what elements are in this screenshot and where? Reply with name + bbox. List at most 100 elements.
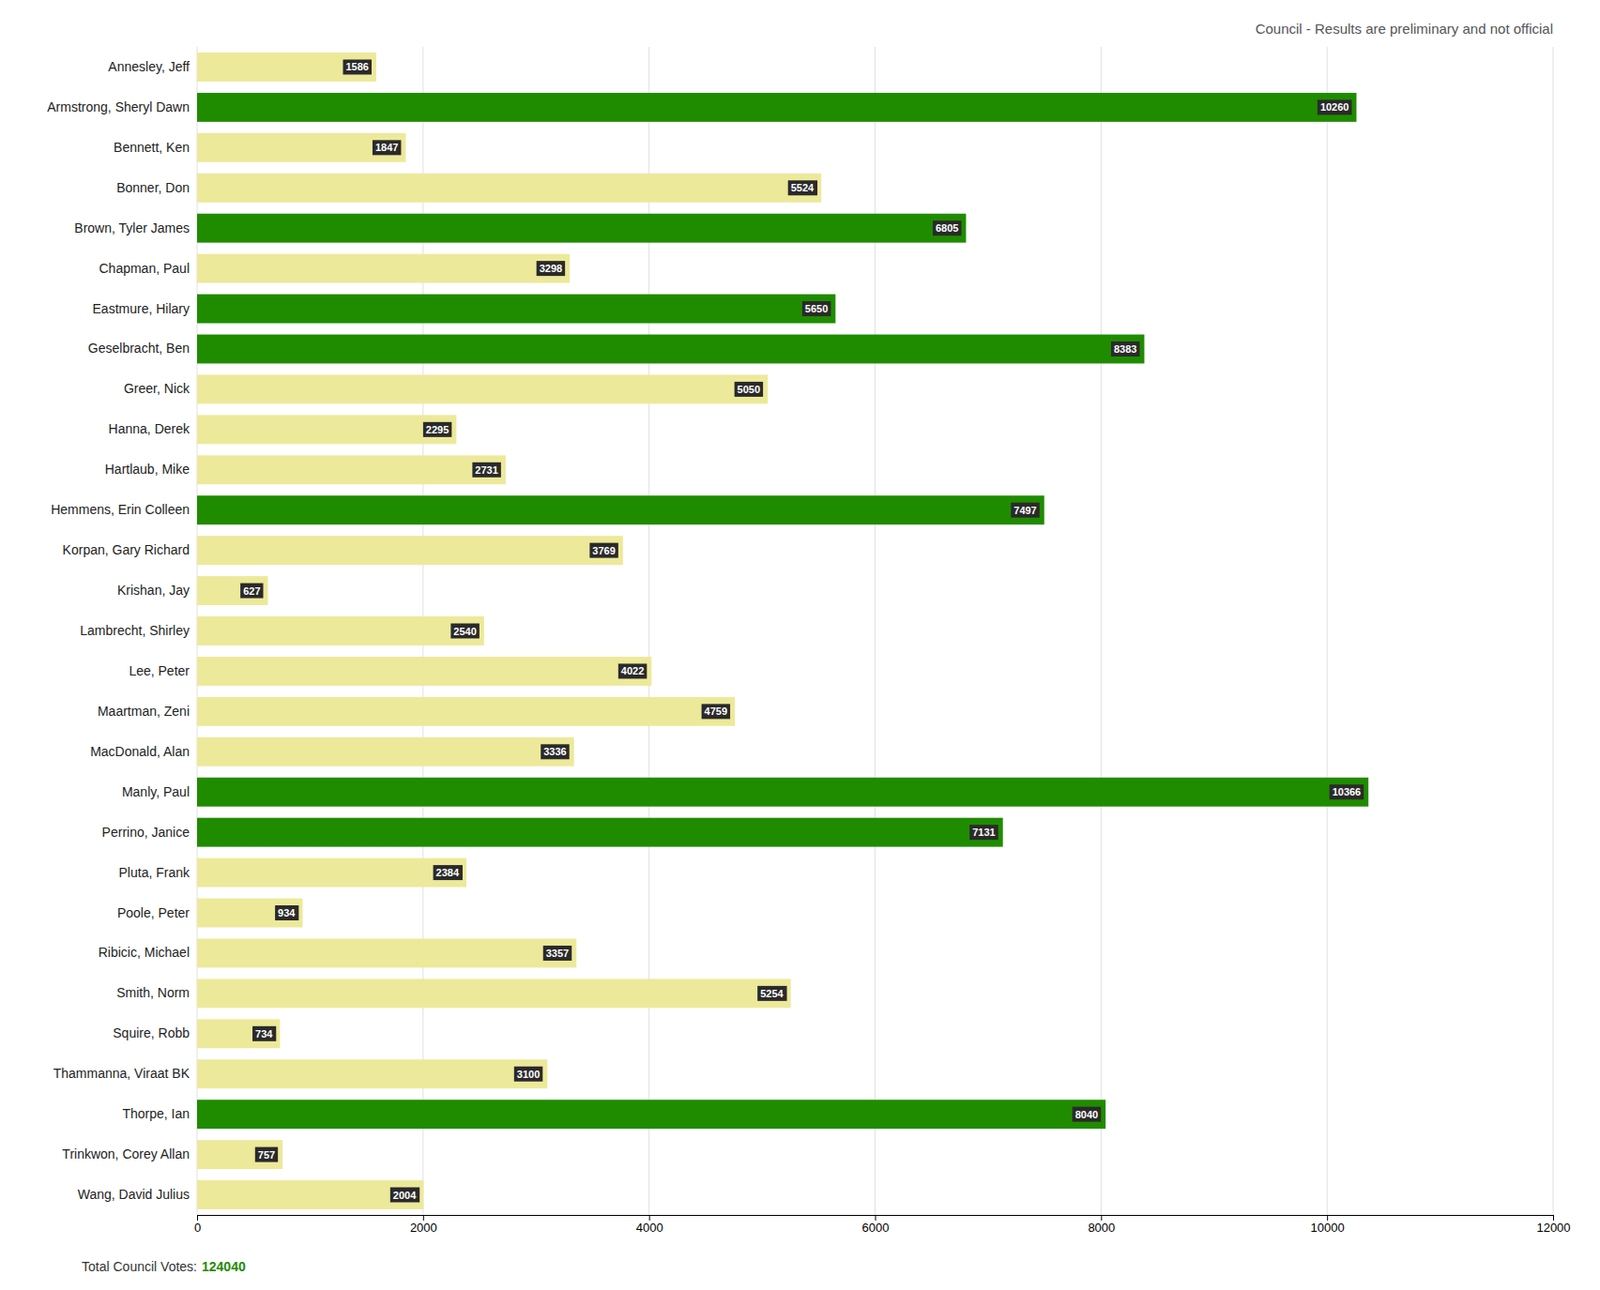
data-label-group: 4022 bbox=[618, 663, 647, 679]
grid-line bbox=[1100, 46, 1102, 1216]
x-tick-label: 10000 bbox=[1310, 1220, 1345, 1235]
data-label-box bbox=[1329, 784, 1365, 800]
y-tick: Perrino, Janice bbox=[102, 824, 198, 840]
x-tick-mark bbox=[423, 1215, 425, 1221]
data-label-box bbox=[932, 220, 961, 236]
data-label-group: 10260 bbox=[1317, 99, 1353, 115]
x-tick-mark bbox=[1100, 1215, 1102, 1221]
data-label-group: 7497 bbox=[1010, 502, 1039, 519]
bar bbox=[197, 133, 406, 163]
y-tick: Eastmure, Hilary bbox=[92, 301, 198, 317]
data-label-box bbox=[543, 945, 572, 961]
bar bbox=[197, 978, 792, 1008]
data-label: 2004 bbox=[393, 1189, 417, 1202]
y-tick: Lee, Peter bbox=[128, 663, 198, 679]
bar bbox=[197, 374, 768, 404]
y-tick-label: Pluta, Frank bbox=[119, 865, 191, 881]
data-label-box bbox=[240, 583, 263, 599]
data-label: 8383 bbox=[1113, 343, 1137, 355]
y-axis: Annesley, JeffArmstrong, Sheryl DawnBenn… bbox=[46, 59, 198, 1203]
data-label: 1847 bbox=[375, 141, 398, 153]
y-tick-label: Maartman, Zeni bbox=[97, 703, 190, 719]
bar bbox=[197, 1019, 280, 1049]
data-label-box bbox=[969, 824, 998, 840]
data-label-group: 734 bbox=[252, 1026, 276, 1042]
data-label: 10260 bbox=[1320, 101, 1350, 113]
data-label-group: 2384 bbox=[433, 865, 463, 881]
data-label-box bbox=[802, 301, 831, 317]
plot: 020004000600080001000012000Annesley, Jef… bbox=[46, 46, 1570, 1235]
x-tick-mark bbox=[1553, 1215, 1555, 1221]
y-tick: Greer, Nick bbox=[123, 380, 198, 397]
data-label-box bbox=[788, 180, 818, 196]
y-tick-label: Smith, Norm bbox=[116, 985, 190, 1001]
y-tick: Smith, Norm bbox=[116, 985, 198, 1001]
data-label: 627 bbox=[243, 585, 260, 597]
bar bbox=[197, 335, 1144, 365]
y-tick-label: Chapman, Paul bbox=[98, 260, 190, 276]
data-label: 2731 bbox=[474, 464, 498, 476]
x-axis-line bbox=[198, 1216, 1555, 1222]
y-tick-label: Hanna, Derek bbox=[108, 421, 191, 437]
bar bbox=[197, 697, 735, 727]
data-label-group: 5650 bbox=[802, 301, 831, 317]
bar bbox=[197, 92, 1357, 122]
y-tick-label: Korpan, Gary Richard bbox=[62, 542, 190, 558]
bar bbox=[197, 52, 377, 82]
x-tick: 10000 bbox=[1310, 1215, 1345, 1235]
data-label: 4022 bbox=[621, 665, 644, 677]
x-tick-label: 8000 bbox=[1087, 1220, 1115, 1235]
data-label: 2540 bbox=[453, 625, 476, 638]
data-label: 1586 bbox=[345, 60, 368, 73]
data-label-group: 1847 bbox=[372, 139, 401, 155]
y-tick: Hemmens, Erin Colleen bbox=[50, 502, 198, 518]
y-tick: Lambrecht, Shirley bbox=[79, 623, 198, 639]
data-label: 934 bbox=[277, 907, 296, 919]
data-label-group: 10366 bbox=[1329, 784, 1365, 800]
y-tick: Squire, Robb bbox=[112, 1025, 198, 1041]
y-tick-label: Lambrecht, Shirley bbox=[79, 623, 190, 639]
x-tick: 0 bbox=[194, 1215, 201, 1235]
data-label-box bbox=[1317, 99, 1353, 115]
y-tick: Trinkwon, Corey Allan bbox=[61, 1146, 198, 1162]
y-tick-label: Geselbracht, Ben bbox=[88, 340, 190, 356]
y-tick-label: Thorpe, Ian bbox=[121, 1106, 190, 1122]
data-label: 7131 bbox=[972, 826, 995, 839]
y-tick-label: Lee, Peter bbox=[128, 663, 190, 679]
data-labels: 1586102601847552468053298565083835050229… bbox=[240, 59, 1364, 1203]
data-label: 6805 bbox=[935, 222, 959, 234]
y-tick: Maartman, Zeni bbox=[97, 703, 198, 719]
data-label-group: 8040 bbox=[1072, 1107, 1101, 1123]
data-label-box bbox=[701, 703, 731, 719]
y-tick-label: Manly, Paul bbox=[121, 784, 190, 800]
bar bbox=[197, 616, 485, 646]
bar bbox=[197, 656, 652, 686]
y-tick-label: Squire, Robb bbox=[112, 1025, 190, 1041]
data-label-group: 627 bbox=[240, 583, 263, 599]
data-label: 5650 bbox=[805, 303, 828, 315]
bar bbox=[197, 818, 1004, 848]
bar bbox=[197, 294, 836, 324]
data-label-group: 934 bbox=[274, 905, 299, 921]
bar bbox=[197, 254, 570, 284]
data-label-group: 3100 bbox=[514, 1066, 543, 1082]
data-label: 5050 bbox=[737, 383, 761, 396]
data-label-box bbox=[618, 663, 647, 679]
data-label-box bbox=[1072, 1107, 1101, 1123]
data-label-group: 3769 bbox=[589, 543, 618, 559]
data-label-group: 757 bbox=[255, 1147, 278, 1163]
bar bbox=[197, 576, 269, 606]
y-tick-label: MacDonald, Alan bbox=[90, 744, 190, 760]
data-label-group: 3357 bbox=[543, 945, 572, 961]
y-tick-label: Poole, Peter bbox=[117, 904, 190, 920]
y-tick: Bennett, Ken bbox=[113, 139, 198, 155]
y-tick-label: Wang, David Julius bbox=[77, 1187, 190, 1203]
bar bbox=[197, 213, 966, 244]
y-tick: Chapman, Paul bbox=[98, 260, 198, 276]
bar bbox=[197, 495, 1045, 525]
bar bbox=[197, 938, 577, 968]
x-tick: 12000 bbox=[1536, 1215, 1570, 1235]
y-tick: Bonner, Don bbox=[116, 180, 198, 196]
data-label-box bbox=[1111, 341, 1140, 357]
data-label-box bbox=[390, 1188, 420, 1204]
